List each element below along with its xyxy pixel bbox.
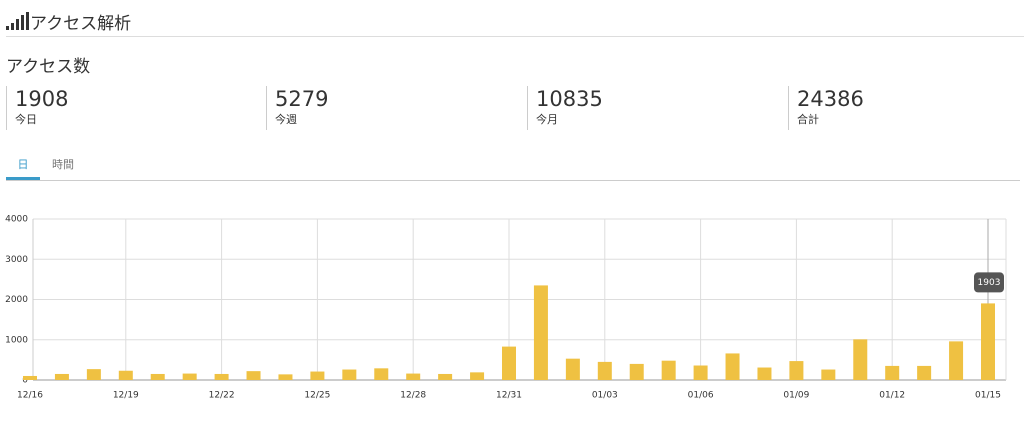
bar	[502, 346, 516, 380]
y-tick-label: 2000	[5, 295, 28, 305]
x-tick-label: 12/25	[304, 391, 330, 401]
bar	[246, 371, 261, 380]
stat-value: 1908	[15, 87, 69, 111]
tooltip-text: 1903	[978, 278, 1001, 288]
bar	[470, 372, 485, 380]
bar	[342, 369, 357, 380]
bar	[949, 341, 964, 380]
x-tick-label: 12/31	[496, 391, 522, 401]
section-title: アクセス数	[6, 57, 91, 77]
tooltip	[974, 272, 1004, 293]
stat-value: 10835	[536, 87, 603, 111]
x-tick-label: 01/06	[688, 391, 714, 401]
header: アクセス解析	[6, 6, 1024, 37]
stat-value: 24386	[797, 87, 864, 111]
stat: 10835 今月	[527, 86, 776, 130]
bar	[629, 363, 644, 380]
bar	[725, 353, 740, 380]
bar	[54, 373, 69, 380]
bar	[278, 374, 293, 380]
stat: 5279 今週	[266, 86, 515, 130]
bar	[981, 303, 995, 380]
bar	[214, 373, 229, 380]
stat: 1908 今日	[6, 86, 255, 130]
bar	[853, 339, 868, 380]
x-tick-label: 01/03	[592, 391, 618, 401]
y-tick-label: 0	[22, 376, 28, 386]
bar	[182, 373, 197, 380]
bar	[438, 373, 453, 380]
bar	[917, 365, 932, 380]
chart: 0 1000 2000 3000 4000 12/16 12/19 12/22 12/25 12/…	[5, 215, 1007, 401]
x-tick-label: 01/09	[783, 391, 809, 401]
bar	[693, 365, 708, 380]
bar	[23, 375, 37, 380]
stat: 24386 合計	[788, 86, 1024, 130]
y-tick-label: 1000	[5, 335, 28, 345]
bar	[86, 369, 101, 380]
bar	[118, 370, 133, 380]
x-tick-label: 12/22	[209, 391, 235, 401]
x-tick-label: 12/16	[17, 391, 43, 401]
x-tick-label: 01/12	[879, 391, 905, 401]
bar	[150, 373, 165, 380]
header-title: アクセス解析	[30, 13, 132, 34]
bar	[885, 365, 900, 380]
stat-label: 今日	[15, 113, 37, 126]
stat-value: 5279	[275, 87, 329, 111]
x-tick-label: 12/19	[113, 391, 139, 401]
bar	[789, 361, 804, 380]
bar	[597, 361, 612, 380]
signal-icon	[6, 12, 29, 30]
bar	[374, 368, 389, 380]
stat-label: 今週	[275, 113, 297, 126]
y-tick-label: 3000	[5, 255, 28, 265]
x-tick-label: 12/28	[400, 391, 426, 401]
bar	[661, 360, 676, 380]
bar	[821, 369, 836, 380]
bar	[565, 358, 580, 380]
tab[interactable]: 日	[6, 156, 40, 180]
tabs: 日 時間	[6, 150, 1020, 181]
bar	[406, 373, 421, 380]
bar	[533, 285, 548, 380]
bar	[757, 367, 772, 380]
y-tick-label: 4000	[5, 215, 28, 225]
tab[interactable]: 時間	[52, 158, 74, 171]
stat-label: 合計	[797, 113, 819, 126]
stat-label: 今月	[536, 113, 558, 126]
x-tick-label: 01/15	[975, 391, 1001, 401]
bar	[310, 371, 325, 380]
